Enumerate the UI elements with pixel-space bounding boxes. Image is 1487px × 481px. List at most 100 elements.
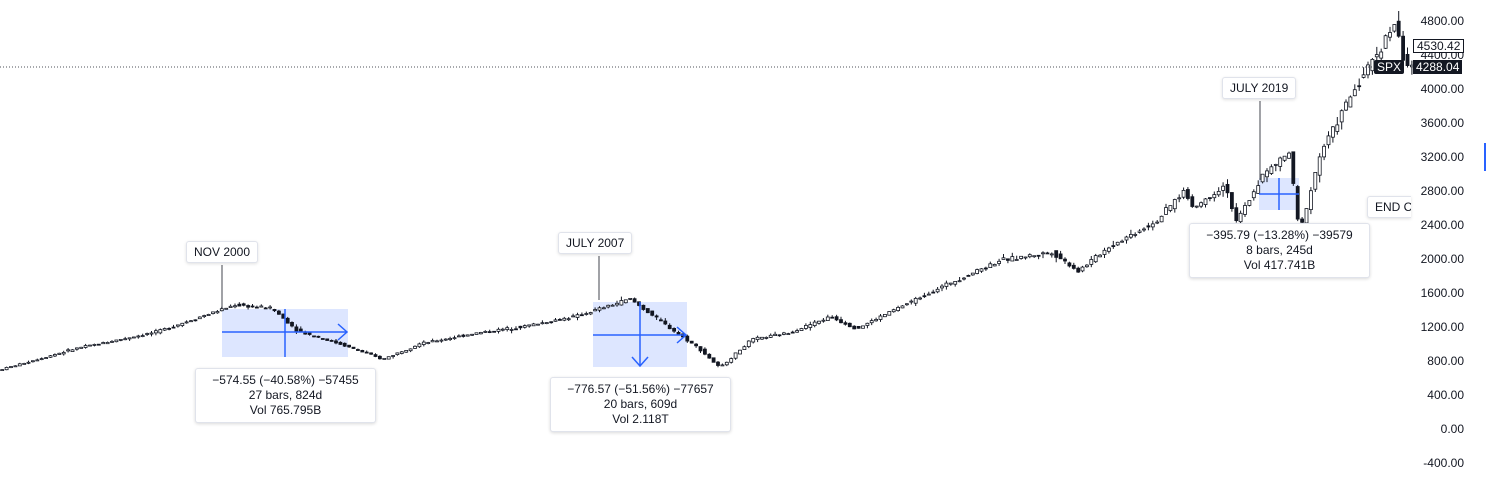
candle-up: [1194, 205, 1199, 208]
candle-up: [909, 300, 914, 303]
candle-down: [966, 274, 971, 277]
candle-down: [290, 321, 294, 327]
candle-down: [1054, 250, 1059, 258]
y-tick-label: 3600.00: [1421, 116, 1465, 130]
candle-down: [320, 338, 325, 340]
candle-up: [61, 351, 66, 355]
candle-up: [1304, 208, 1309, 224]
candle-up: [470, 333, 475, 336]
candle-down: [351, 346, 356, 349]
candle-up: [799, 328, 804, 331]
candle-up: [53, 354, 57, 357]
candle-up: [30, 360, 35, 363]
candle-up: [101, 342, 106, 345]
candle-down: [329, 339, 334, 342]
candle-down: [1234, 207, 1239, 221]
candle-up: [1124, 236, 1129, 241]
candle-down: [654, 315, 659, 318]
candle-down: [1401, 35, 1405, 61]
candle-up: [1392, 24, 1397, 32]
y-tick-label: 4000.00: [1421, 82, 1465, 96]
candle-up: [918, 297, 922, 300]
candle-down: [338, 341, 343, 345]
candle-down: [703, 348, 707, 355]
candle-up: [1313, 171, 1318, 190]
candle-down: [237, 303, 242, 307]
candle-up: [1212, 194, 1217, 199]
measure-arrow-h-2000-head: [337, 323, 349, 341]
callout-end[interactable]: END C: [1367, 196, 1411, 218]
candle-up: [88, 344, 92, 347]
candle-up: [891, 309, 896, 313]
candle-up: [399, 351, 404, 354]
scale-edge-marker[interactable]: [1484, 143, 1486, 171]
candle-up: [1216, 190, 1221, 196]
callout-july-2007[interactable]: JULY 2007: [558, 232, 633, 254]
candle-down: [355, 349, 360, 351]
candle-up: [421, 341, 426, 345]
candle-up: [1168, 205, 1173, 211]
candle-down: [659, 319, 663, 322]
measure-stats-2007: −776.57 (−51.56%) −77657 20 bars, 609d V…: [550, 377, 731, 432]
candle-up: [13, 365, 18, 368]
candle-down: [839, 319, 843, 324]
candle-up: [869, 320, 874, 324]
candle-down: [250, 305, 255, 308]
candle-up: [1098, 254, 1102, 258]
candle-up: [571, 315, 575, 318]
candle-down: [1146, 225, 1151, 228]
candle-up: [623, 299, 628, 304]
candle-up: [505, 327, 510, 331]
candle-up: [1159, 215, 1164, 223]
candle-up: [206, 313, 211, 316]
candle-down: [672, 327, 676, 332]
candle-up: [773, 333, 777, 336]
candle-up: [588, 312, 593, 315]
candle-down: [1058, 253, 1063, 260]
candle-up: [1089, 259, 1094, 265]
candle-down: [316, 335, 321, 338]
candle-up: [417, 343, 422, 348]
candle-up: [136, 335, 141, 338]
candle-up: [180, 322, 185, 326]
candle-up: [509, 328, 514, 331]
candle-up: [408, 348, 413, 352]
candle-up: [145, 333, 150, 335]
candle-up: [531, 323, 536, 327]
candle-down: [790, 331, 795, 334]
candle-up: [259, 305, 264, 308]
candle-up: [1282, 155, 1287, 161]
candle-up: [149, 332, 154, 335]
candle-down: [830, 316, 835, 319]
candle-up: [905, 303, 909, 306]
candle-down: [1208, 197, 1212, 200]
candle-down: [1396, 20, 1401, 37]
candle-up: [118, 338, 123, 341]
candle-up: [1256, 185, 1261, 194]
candle-up: [496, 328, 501, 332]
candle-up: [1142, 228, 1146, 231]
candle-up: [988, 263, 993, 268]
candle-up: [1370, 59, 1375, 72]
candle-up: [935, 288, 940, 293]
candle-up: [544, 322, 549, 325]
y-tick-label: 2800.00: [1421, 184, 1465, 198]
candle-up: [1331, 126, 1335, 138]
candle-up: [724, 361, 729, 366]
candle-down: [645, 308, 650, 314]
callout-nov-2000[interactable]: NOV 2000: [186, 241, 259, 263]
candle-down: [1067, 262, 1072, 267]
y-tick-label: -400.00: [1423, 456, 1464, 470]
candle-up: [1014, 259, 1019, 261]
candle-up: [1199, 202, 1203, 207]
candle-up: [733, 352, 738, 359]
candle-up: [413, 345, 417, 349]
symbol-badge: SPX: [1374, 60, 1405, 74]
candle-up: [751, 338, 756, 343]
candle-up: [957, 280, 962, 283]
candle-down: [1045, 252, 1050, 255]
callout-july-2019[interactable]: JULY 2019: [1222, 77, 1297, 99]
candle-up: [997, 260, 1001, 264]
